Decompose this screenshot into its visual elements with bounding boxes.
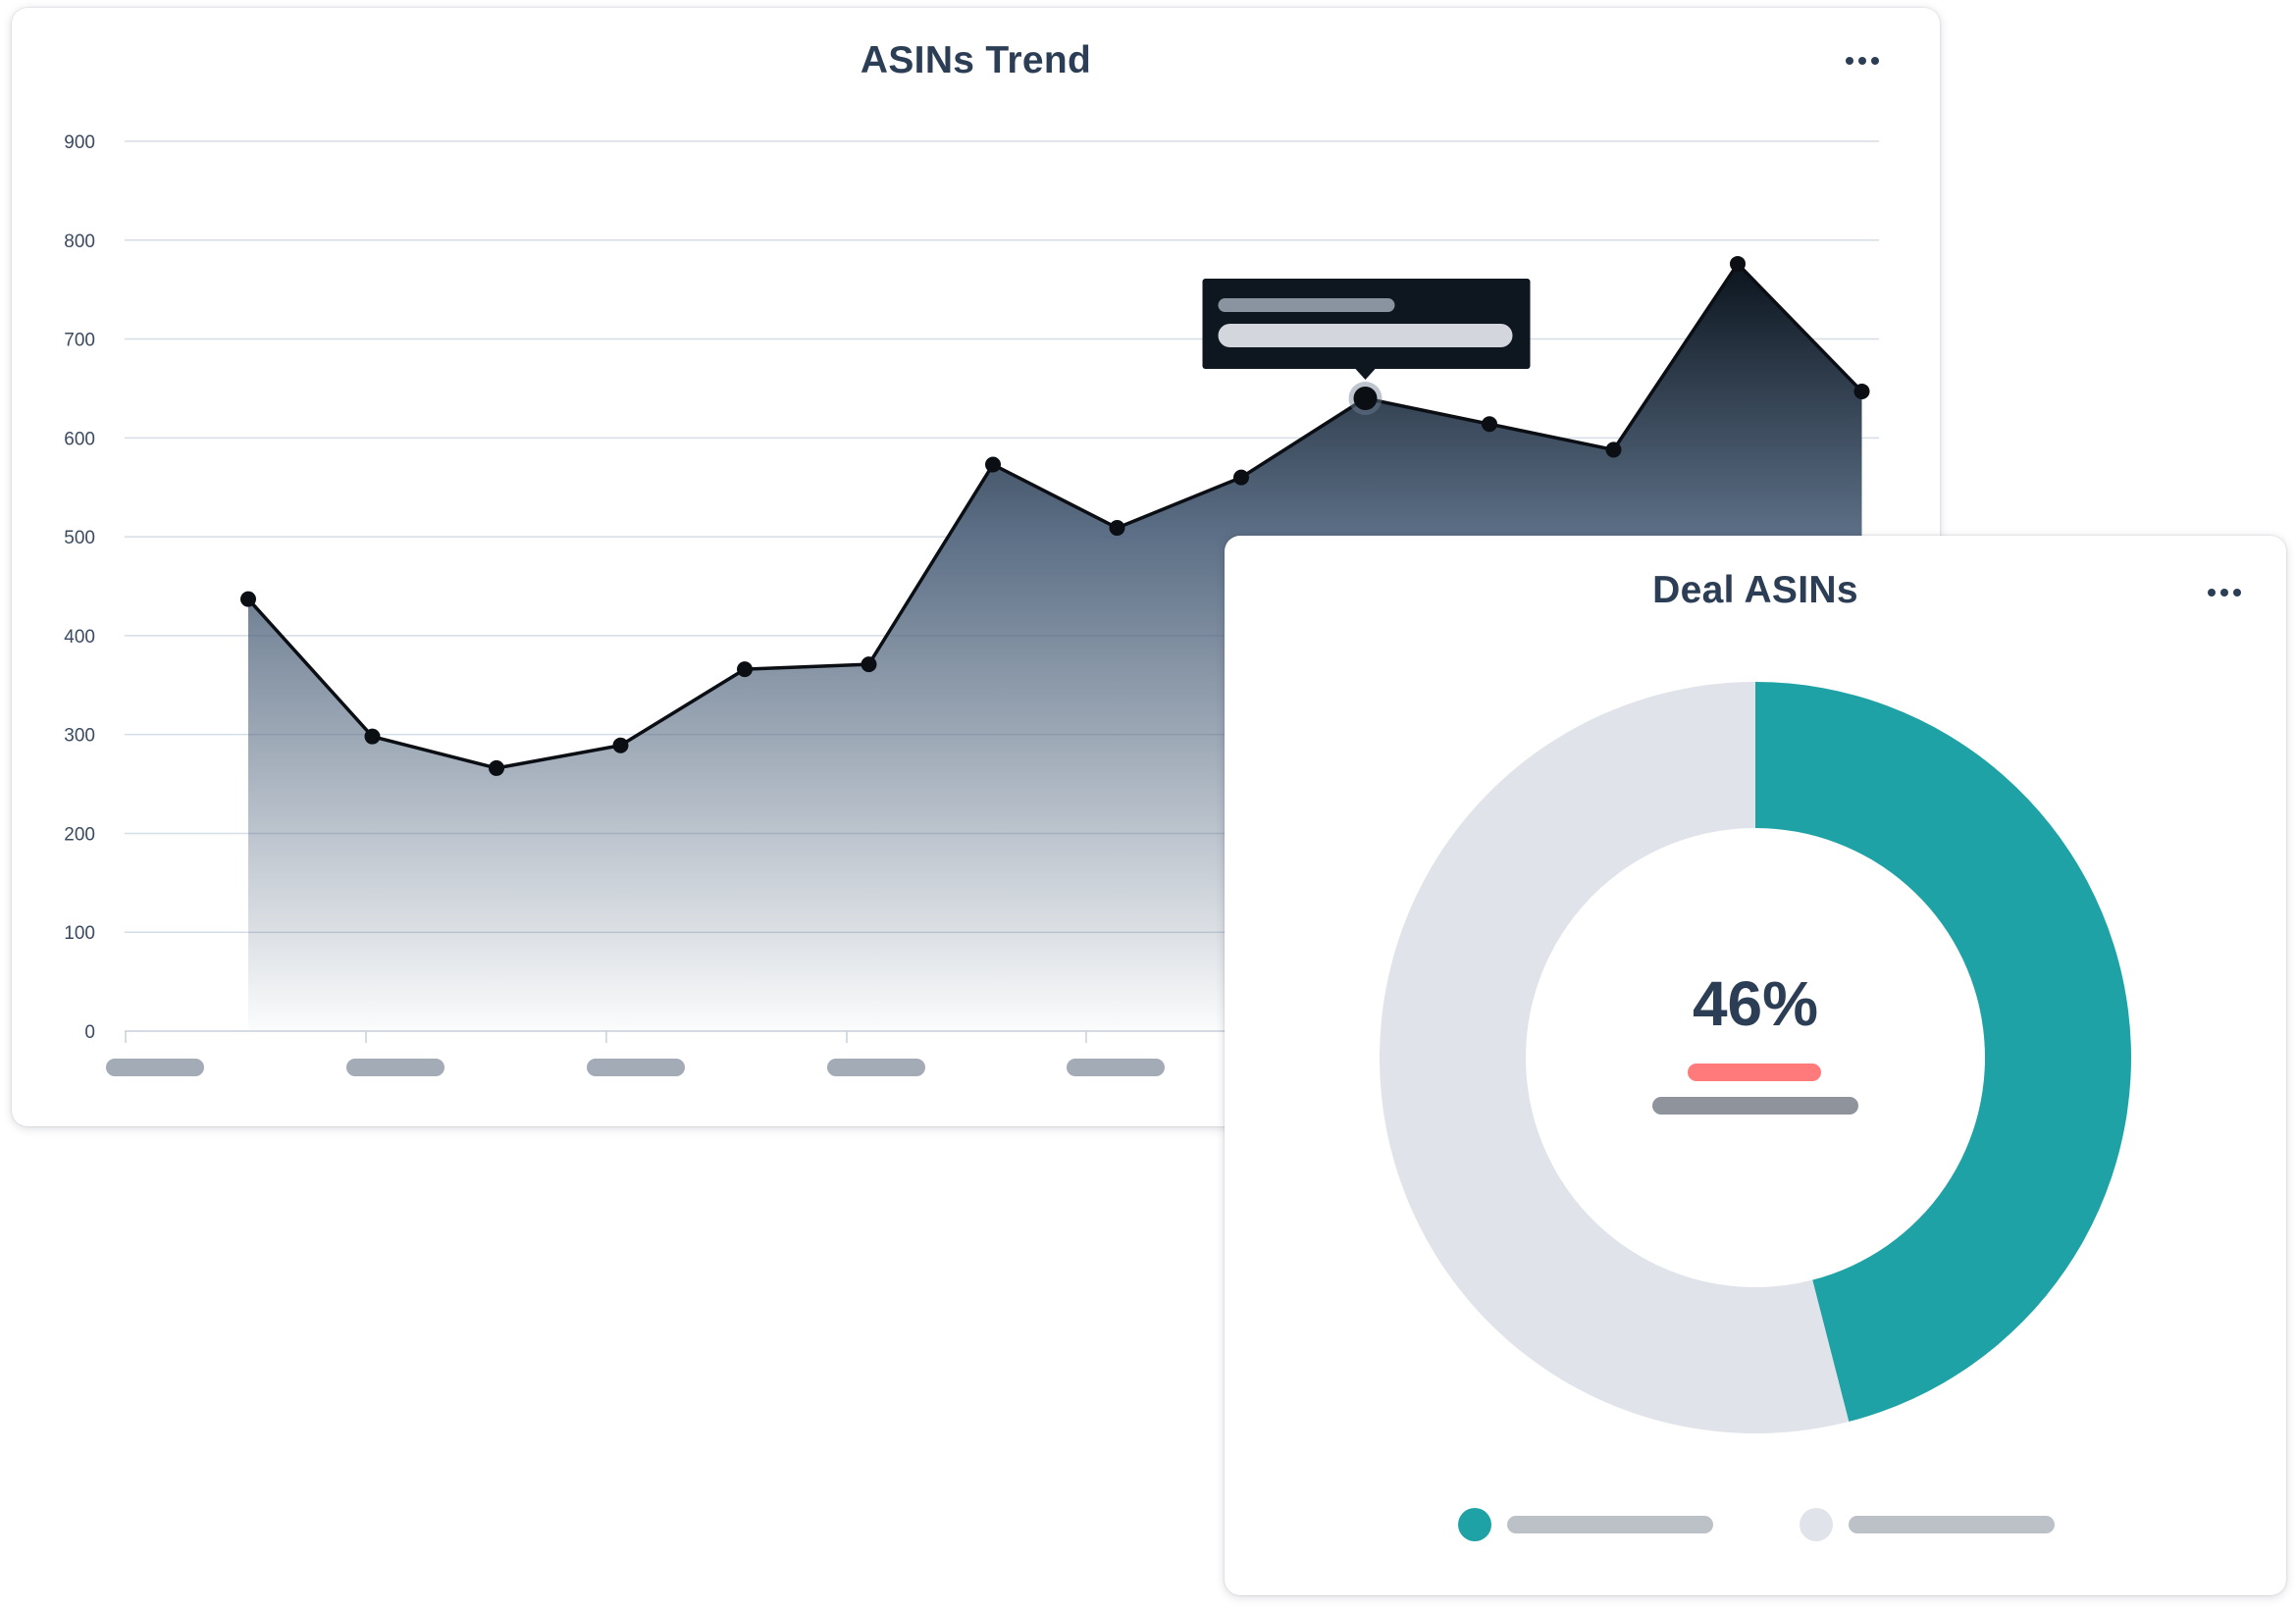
trend-card-title: ASINs Trend: [860, 39, 1092, 81]
data-point[interactable]: [364, 728, 381, 745]
data-point[interactable]: [489, 759, 504, 776]
x-tick-label-placeholder: [106, 1059, 204, 1076]
donut-slice-other[interactable]: [1380, 682, 1850, 1433]
data-point[interactable]: [985, 456, 1001, 473]
data-point[interactable]: [1233, 469, 1249, 486]
data-point[interactable]: [861, 656, 877, 673]
trend-more-icon[interactable]: [1846, 57, 1879, 65]
y-tick-label: 200: [64, 824, 95, 845]
y-tick-label: 300: [64, 726, 95, 747]
legend-label-placeholder: [1507, 1516, 1713, 1533]
donut-slice-deal[interactable]: [1755, 682, 2131, 1422]
donut-center-value: 46%: [1692, 968, 1819, 1039]
chart-tooltip: [1202, 279, 1531, 381]
legend-dot-deal: [1458, 1508, 1491, 1541]
x-tick-label-placeholder: [1067, 1059, 1165, 1076]
y-tick-label: 500: [64, 528, 95, 548]
deal-card-title: Deal ASINs: [1652, 569, 1858, 611]
data-point[interactable]: [1109, 520, 1125, 537]
tooltip-value-placeholder: [1218, 324, 1513, 348]
donut-center-label-placeholder: [1688, 1064, 1821, 1081]
data-point[interactable]: [1482, 416, 1497, 433]
series-line: [246, 262, 1863, 770]
legend-item-deal[interactable]: [1458, 1507, 1713, 1542]
y-tick-label: 0: [84, 1022, 95, 1043]
data-point[interactable]: [1853, 383, 1870, 399]
data-point-highlighted[interactable]: [1353, 387, 1378, 411]
donut-center-sublabel-placeholder: [1652, 1097, 1858, 1115]
y-tick-label: 800: [64, 232, 95, 252]
legend-label-placeholder: [1849, 1516, 2055, 1533]
deal-asins-donut: [1380, 682, 2131, 1433]
legend-item-other[interactable]: [1800, 1507, 2055, 1542]
data-point[interactable]: [240, 591, 256, 607]
data-point[interactable]: [737, 661, 753, 678]
x-tick-label-placeholder: [587, 1059, 685, 1076]
legend-dot-other: [1800, 1508, 1833, 1541]
deal-more-icon[interactable]: [2208, 589, 2241, 597]
y-tick-label: 100: [64, 923, 95, 944]
data-point[interactable]: [1730, 255, 1746, 272]
data-point[interactable]: [1605, 441, 1622, 458]
data-point[interactable]: [612, 737, 629, 753]
x-tick-label-placeholder: [346, 1059, 444, 1076]
y-tick-label: 900: [64, 132, 95, 153]
deal-asins-card: Deal ASINs 46%: [1225, 536, 2286, 1595]
tooltip-label-placeholder: [1218, 298, 1395, 313]
y-tick-label: 700: [64, 331, 95, 351]
y-tick-label: 400: [64, 627, 95, 648]
x-tick-label-placeholder: [827, 1059, 925, 1076]
y-tick-label: 600: [64, 429, 95, 449]
